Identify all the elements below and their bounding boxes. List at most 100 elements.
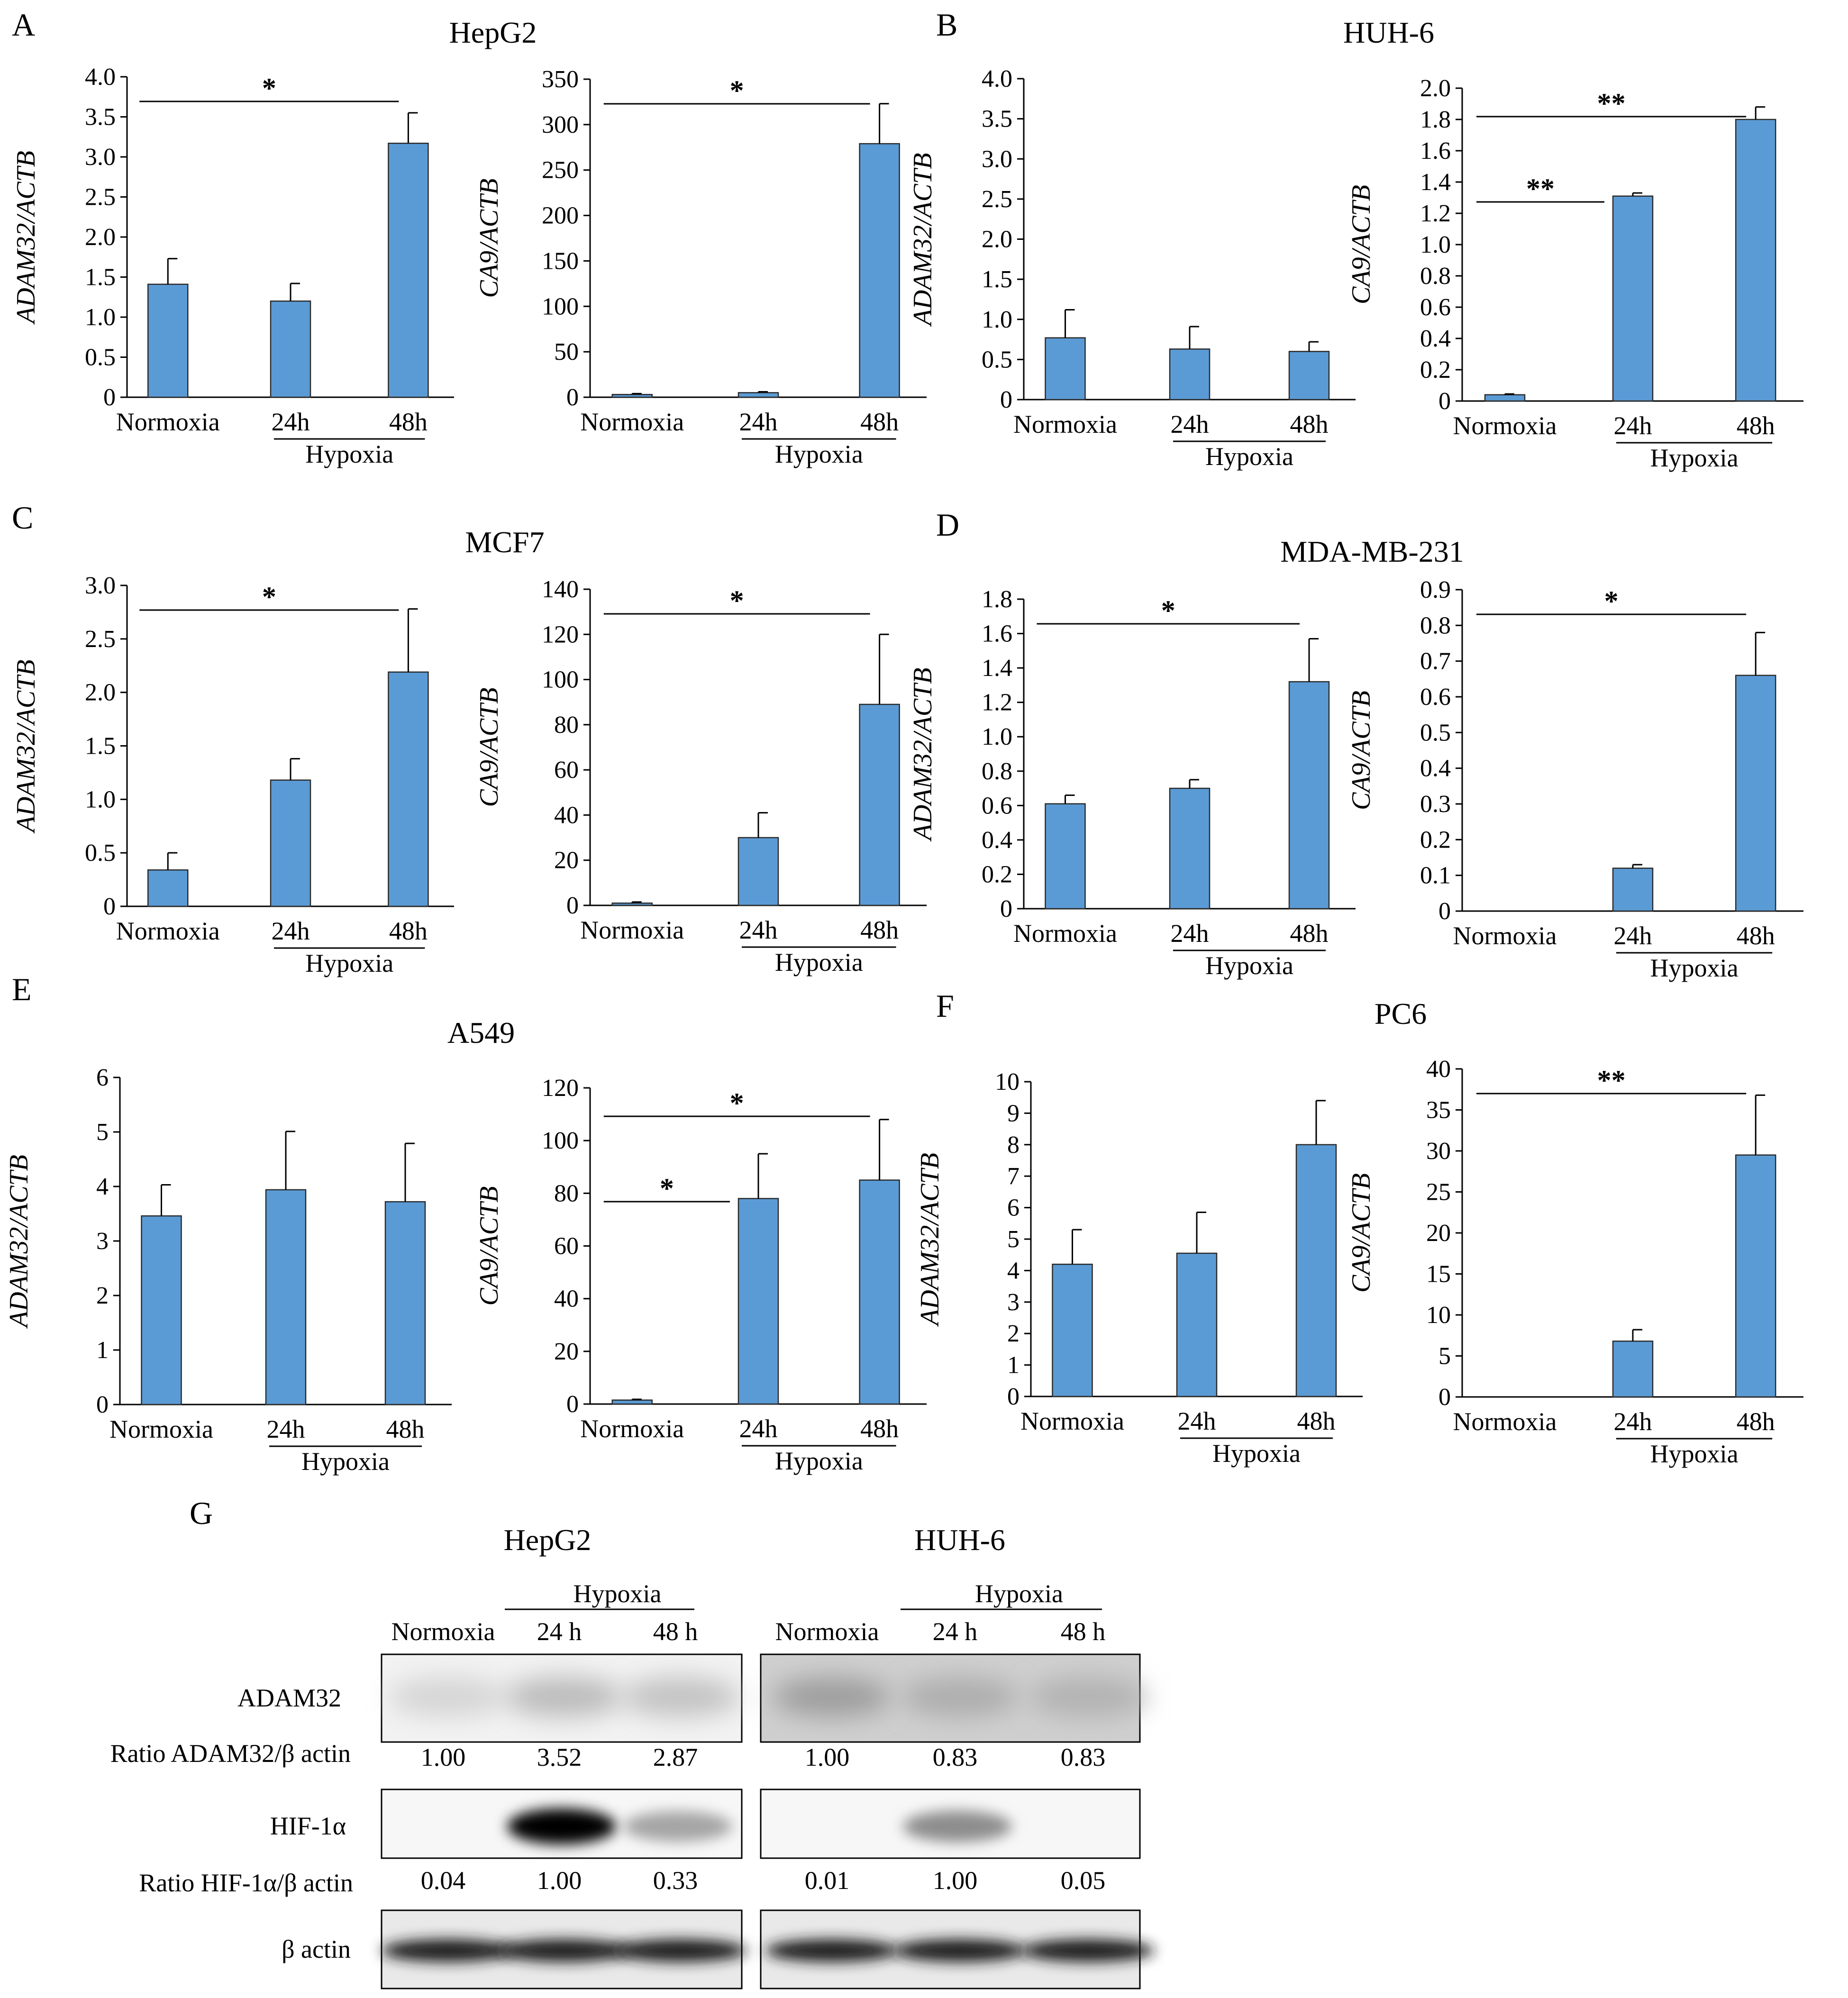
lane-label: 24 h: [537, 1617, 582, 1646]
category-label: Normoxia: [116, 408, 220, 436]
y-tick-label: 2.5: [982, 186, 1012, 213]
y-tick-label: 1.4: [1420, 169, 1451, 196]
y-tick-label: 0.4: [1420, 755, 1451, 782]
row-label-hif: HIF-1α: [270, 1812, 346, 1840]
panel-letter-b: B: [936, 7, 957, 43]
bar-48h: [1735, 675, 1776, 912]
y-tick-label: 0: [96, 1391, 109, 1418]
y-tick-label: 15: [1426, 1261, 1451, 1288]
bar-normoxia: [141, 1215, 182, 1405]
category-label: Normoxia: [109, 1415, 213, 1443]
panel-title: HUH-6: [1343, 16, 1434, 49]
category-label: 24h: [1614, 411, 1652, 440]
y-tick-label: 100: [542, 1127, 579, 1154]
panel-letter-c: C: [12, 500, 33, 536]
category-label: 48h: [860, 408, 899, 436]
y-axis-label: CA9/ACTB: [1347, 691, 1376, 810]
y-axis-label: ADAM32/ACTB: [11, 151, 41, 325]
bar-24h: [265, 1189, 307, 1405]
significance-marker: *: [660, 1173, 674, 1204]
y-tick-label: 20: [554, 847, 579, 874]
y-tick-label: 5: [96, 1119, 109, 1146]
row-label-actin: β actin: [282, 1935, 351, 1963]
y-tick-label: 1.2: [1420, 200, 1451, 227]
category-label: 48h: [386, 1415, 425, 1443]
y-tick-label: 140: [542, 576, 579, 603]
adam32-band: [1029, 1677, 1147, 1717]
bar-48h: [388, 143, 429, 398]
bar-24h: [1612, 867, 1654, 912]
bar-charts: 4.0 3.5 3.0 2.5 2.0 1.5 1.0 0.5 0 ADAM32/ACTB Norm…: [4, 64, 1803, 1476]
hypoxia-label: Hypoxia: [1650, 444, 1739, 472]
y-tick-label: 0.2: [1420, 356, 1451, 383]
bar-48h: [388, 671, 429, 907]
bar-normoxia: [611, 902, 653, 906]
bar-normoxia: [611, 1399, 653, 1405]
y-tick-label: 5: [1438, 1343, 1451, 1370]
lane-label: Normoxia: [775, 1617, 879, 1646]
hif-ratio-value: 0.04: [421, 1866, 466, 1895]
category-label: 24h: [272, 917, 310, 945]
actin-band: [498, 1939, 630, 1962]
bar-normoxia: [147, 283, 189, 398]
chart-E-adam: 6 5 4 3 2 1 0 ADAM32/ACTB Normoxia 24h 48h Hypoxia: [4, 1064, 452, 1476]
category-label: 24h: [739, 916, 778, 944]
y-tick-label: 40: [1426, 1056, 1451, 1083]
panel-letter-f: F: [936, 988, 954, 1024]
y-tick-label: 2.0: [1420, 75, 1451, 102]
y-tick-label: 120: [542, 1075, 579, 1102]
y-tick-label: 6: [1007, 1195, 1020, 1222]
chart-C-ca9: 140 120 100 80 60 40 20 0 CA9/ACTB Normoxia 24h 48h…: [474, 576, 927, 976]
bar-48h: [384, 1201, 426, 1405]
y-tick-label: 4: [96, 1173, 109, 1200]
hypoxia-label: Hypoxia: [1650, 1440, 1739, 1468]
hypoxia-label: Hypoxia: [305, 949, 393, 977]
significance-marker: **: [1597, 1065, 1626, 1096]
bar-48h: [859, 143, 900, 398]
bar-48h: [1288, 681, 1330, 910]
adam32-ratio-value: 3.52: [537, 1743, 582, 1771]
y-tick-label: 20: [1426, 1220, 1451, 1247]
blot-title: HepG2: [504, 1523, 592, 1557]
adam32-band: [389, 1677, 507, 1717]
significance-marker: **: [1526, 173, 1555, 204]
bar-normoxia: [1045, 337, 1086, 401]
panel-title: HepG2: [449, 16, 537, 49]
category-label: Normoxia: [580, 408, 684, 436]
lane-label: 48 h: [653, 1617, 698, 1646]
y-tick-label: 3: [1007, 1289, 1020, 1316]
bar-48h: [1295, 1144, 1337, 1397]
category-label: Normoxia: [1453, 1407, 1557, 1436]
chart-B-adam: 4.0 3.5 3.0 2.5 2.0 1.5 1.0 0.5 0 ADAM32/ACTB Norm…: [908, 65, 1356, 471]
row-label-hif-ratio: Ratio HIF-1α/β actin: [139, 1869, 353, 1897]
y-tick-label: 1: [1007, 1352, 1020, 1379]
panel-letter-g: G: [190, 1495, 213, 1531]
panel-letter-d: D: [936, 507, 959, 543]
y-tick-label: 1: [96, 1337, 109, 1364]
y-tick-label: 4.0: [982, 65, 1012, 92]
adam32-ratio-value: 1.00: [421, 1743, 466, 1771]
y-tick-label: 50: [554, 338, 579, 365]
category-label: Normoxia: [1453, 411, 1557, 440]
blot-title: HUH-6: [914, 1523, 1005, 1557]
y-tick-label: 0: [1000, 895, 1012, 922]
y-tick-label: 2.5: [85, 626, 116, 653]
category-label: 24h: [1171, 919, 1209, 948]
y-tick-label: 150: [542, 247, 579, 274]
panel-letter-a: A: [12, 7, 35, 43]
y-tick-label: 0: [566, 1391, 579, 1418]
adam32-ratio-value: 0.83: [1061, 1743, 1106, 1771]
y-tick-label: 1.0: [982, 306, 1012, 333]
y-tick-label: 7: [1007, 1163, 1020, 1190]
y-tick-label: 2.0: [85, 224, 116, 251]
y-tick-label: 5: [1007, 1226, 1020, 1253]
category-label: 48h: [860, 1414, 899, 1443]
hypoxia-label: Hypoxia: [1205, 951, 1293, 980]
bar-24h: [1612, 1341, 1654, 1398]
actin-band: [614, 1939, 746, 1962]
category-label: 24h: [1614, 921, 1652, 950]
y-tick-label: 20: [554, 1338, 579, 1365]
y-axis-label: ADAM32/ACTB: [908, 153, 938, 328]
y-tick-label: 1.8: [1420, 106, 1451, 133]
